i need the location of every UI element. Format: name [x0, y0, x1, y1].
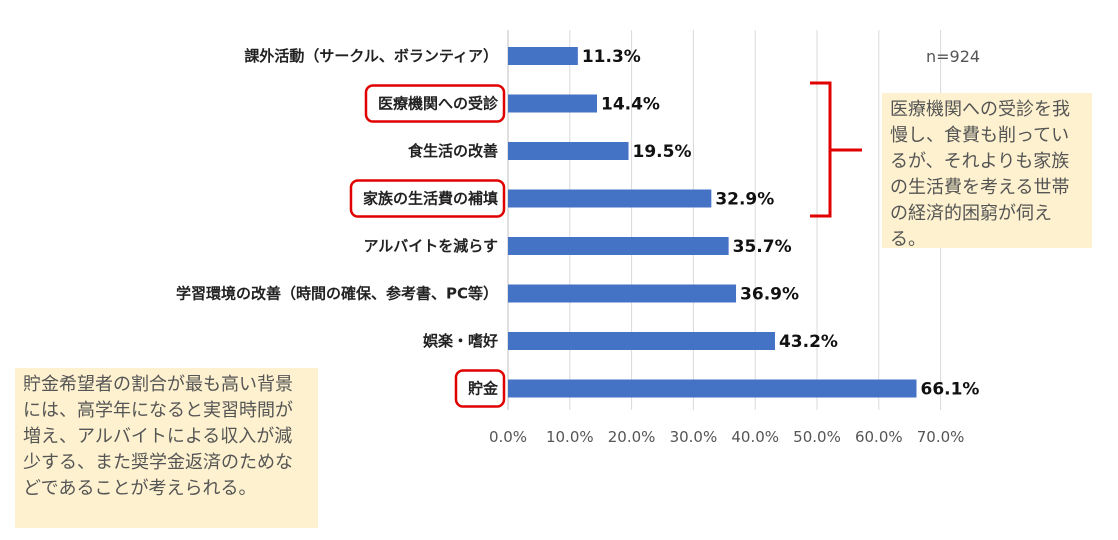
x-tick-label: 70.0% [917, 428, 965, 446]
category-label: 家族の生活費の補填 [363, 190, 498, 208]
category-label: 課外活動（サークル、ボランティア） [244, 47, 498, 65]
data-label: 14.4% [601, 95, 660, 115]
data-label: 36.9% [740, 285, 799, 305]
x-tick-label: 50.0% [793, 428, 841, 446]
category-label: 娯楽・嗜好 [423, 332, 498, 350]
bars [508, 47, 917, 398]
bar [508, 142, 629, 160]
bar [508, 332, 775, 350]
data-label: 19.5% [633, 142, 692, 162]
bar [508, 379, 917, 398]
x-tick-label: 0.0% [489, 428, 527, 446]
bar [508, 189, 712, 208]
category-label: 貯金 [468, 380, 499, 398]
x-tick-label: 40.0% [731, 428, 779, 446]
bar [508, 284, 737, 303]
bracket-shape [810, 81, 862, 218]
sample-size-label: n=924 [926, 47, 980, 66]
bar [508, 237, 729, 255]
bar [508, 94, 597, 113]
category-label: 学習環境の改善（時間の確保、参考書、PC等） [176, 285, 498, 303]
highlight-box [349, 179, 506, 218]
annotation-note-right: 医療機関への受診を我慢し、食費も削っているが、それよりも家族の生活費を考える世帯… [882, 93, 1092, 250]
x-tick-label: 30.0% [670, 428, 718, 446]
category-label: 医療機関への受診 [378, 95, 499, 113]
category-label: 食生活の改善 [408, 142, 498, 160]
data-label: 32.9% [715, 190, 774, 210]
highlight-box [454, 369, 506, 408]
data-label: 66.1% [920, 380, 979, 400]
category-labels: 課外活動（サークル、ボランティア） 医療機関への受診食生活の改善家族の生活費の補填… [176, 47, 499, 398]
value-labels: 11.3% 14.4% 19.5% 32.9% 35.7% 36.9% 43.2% 66.1% [582, 47, 980, 400]
x-axis-ticks: 0.0% 10.0% 20.0% 30.0% 40.0% 50.0% 60.0% 70.0% [489, 428, 964, 446]
category-label: アルバイトを減らす [363, 237, 498, 255]
highlight-boxes [349, 84, 506, 408]
annotation-note-left: 貯金希望者の割合が最も高い背景には、高学年になると実習時間が増え、アルバイトによ… [15, 368, 318, 528]
bar [508, 47, 578, 65]
data-label: 11.3% [582, 47, 641, 67]
grid-lines [507, 30, 942, 410]
data-label: 43.2% [779, 332, 838, 352]
x-tick-label: 10.0% [546, 428, 594, 446]
x-tick-label: 20.0% [608, 428, 656, 446]
highlight-box [364, 84, 506, 123]
data-label: 35.7% [733, 237, 792, 257]
x-tick-label: 60.0% [855, 428, 903, 446]
